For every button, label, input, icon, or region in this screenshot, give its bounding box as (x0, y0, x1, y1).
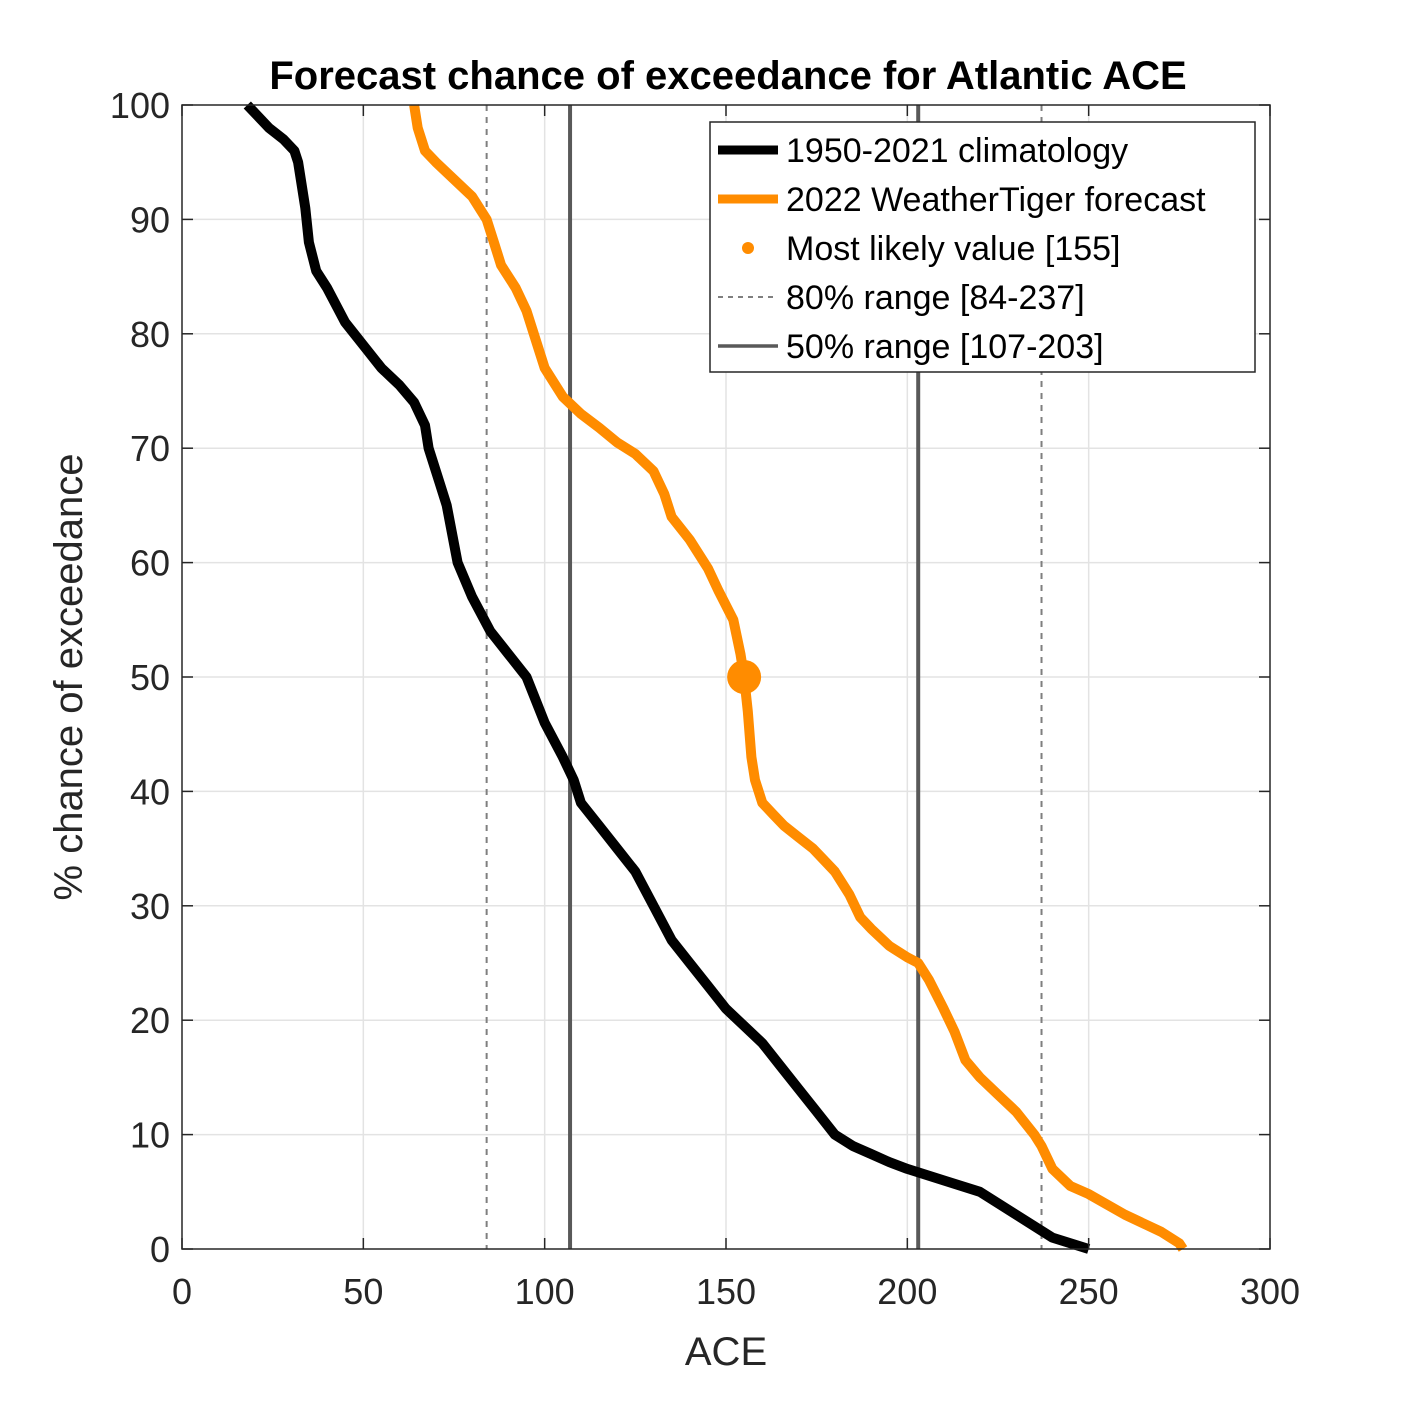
legend-label-80-range: 80% range [84-237] (786, 279, 1085, 317)
y-tick-label-10: 10 (130, 1115, 170, 1156)
legend-label-most-likely: Most likely value [155] (786, 230, 1121, 268)
legend-swatch-most-likely (742, 242, 754, 254)
x-tick-label-100: 100 (515, 1271, 575, 1312)
legend: 1950-2021 climatology 2022 WeatherTiger … (709, 121, 1256, 373)
x-tick-label-300: 300 (1240, 1271, 1300, 1312)
y-tick-label-90: 90 (130, 199, 170, 240)
legend-label-forecast: 2022 WeatherTiger forecast (786, 181, 1206, 219)
y-tick-label-20: 20 (130, 1000, 170, 1041)
most-likely-marker (727, 660, 762, 694)
forecast-line (409, 104, 1188, 1252)
x-tick-label-50: 50 (343, 1271, 383, 1312)
y-tick-label-70: 70 (130, 428, 170, 469)
climatology-line (243, 101, 1091, 1254)
x-tick-label-150: 150 (696, 1271, 756, 1312)
y-axis-label: % chance of exceedance (47, 454, 91, 901)
x-tick-label-250: 250 (1059, 1271, 1119, 1312)
chart-title: Forecast chance of exceedance for Atlant… (269, 54, 1186, 98)
y-tick-label-80: 80 (130, 314, 170, 355)
x-axis-label: ACE (685, 1330, 767, 1374)
y-tick-label-50: 50 (130, 657, 170, 698)
series-lines (243, 101, 1188, 1254)
y-tick-label-100: 100 (110, 85, 170, 126)
y-tick-label-60: 60 (130, 543, 170, 584)
tick-labels: 0 50 100 150 200 250 300 0 10 20 30 40 50 60 70 80 90 100 (110, 85, 1300, 1312)
legend-label-50-range: 50% range [107-203] (786, 328, 1104, 366)
markers (727, 660, 762, 694)
x-tick-label-0: 0 (172, 1271, 192, 1312)
legend-label-climatology: 1950-2021 climatology (786, 132, 1128, 170)
axis-ticks (181, 104, 1271, 1250)
x-tick-label-200: 200 (877, 1271, 937, 1312)
y-tick-label-0: 0 (150, 1229, 170, 1270)
legend-box (709, 121, 1256, 373)
y-tick-label-40: 40 (130, 771, 170, 812)
y-tick-label-30: 30 (130, 886, 170, 927)
